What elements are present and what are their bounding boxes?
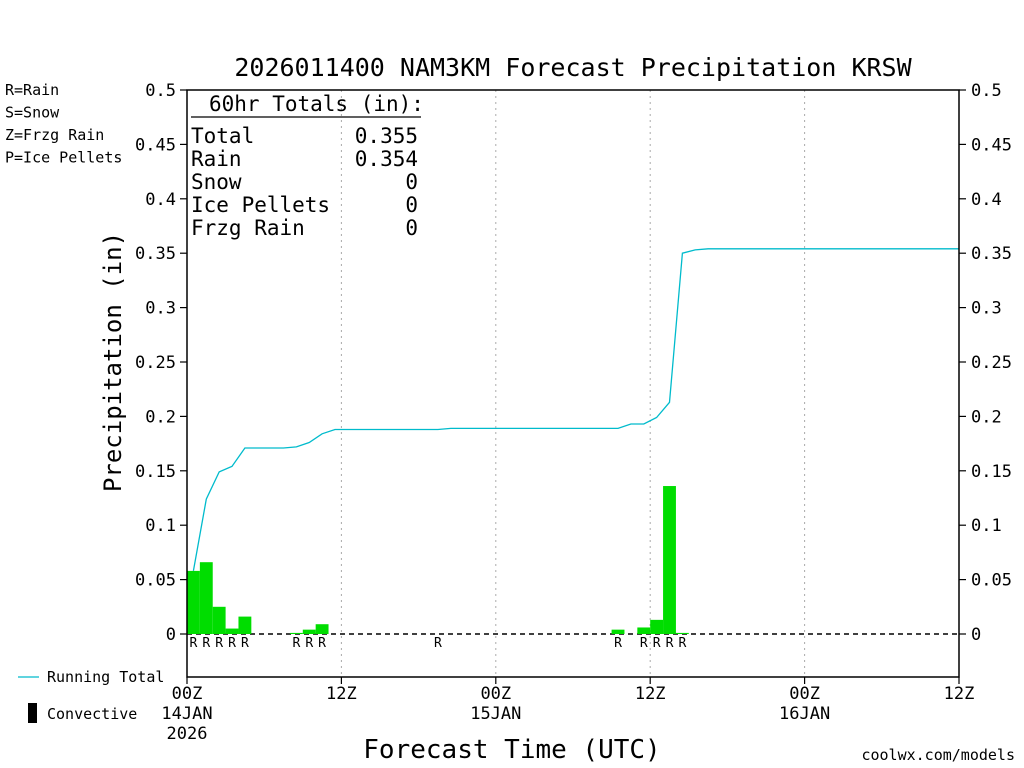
totals-value-2: 0 — [405, 170, 418, 194]
y-tick-label-right-7: 0.35 — [971, 244, 1012, 264]
totals-value-1: 0.354 — [355, 147, 418, 171]
y-axis-ticks: 0 00.05 0.050.1 0.10.15 0.150.2 0.20.25 0.250.… — [135, 81, 1012, 645]
rain-bar-hour-34 — [611, 629, 625, 634]
precip-type-label-hour-34: R — [614, 636, 622, 651]
x-tick-day-0: 14JAN — [161, 704, 212, 724]
precip-type-label-hour-9: R — [292, 636, 300, 651]
y-tick-label-right-1: 0.05 — [971, 571, 1012, 591]
precip-type-label-hour-39: R — [678, 636, 686, 651]
totals-header: 60hr Totals (in): — [209, 92, 424, 116]
x-tick-label-5: 12Z — [944, 684, 975, 704]
rain-bar-hour-4 — [225, 628, 239, 634]
rain-bar-hour-37 — [650, 619, 664, 634]
totals-value-3: 0 — [405, 193, 418, 217]
x-tick-label-0: 00Z — [172, 684, 203, 704]
plot-frame — [186, 89, 960, 678]
y-tick-label-left-10: 0.5 — [145, 81, 176, 101]
rain-bar-hour-2 — [199, 562, 213, 634]
y-tick-label-left-6: 0.3 — [145, 299, 176, 319]
rain-bar-hour-10 — [302, 629, 316, 634]
precip-type-label-hour-2: R — [202, 636, 210, 651]
x-tick-label-3: 12Z — [635, 684, 666, 704]
rain-bar-hour-36 — [637, 627, 651, 634]
y-tick-label-right-4: 0.2 — [971, 407, 1002, 427]
x-tick-year-0: 2026 — [167, 724, 208, 744]
x-tick-label-4: 00Z — [789, 684, 820, 704]
y-tick-label-right-2: 0.1 — [971, 516, 1002, 536]
vertical-grid — [340, 90, 806, 677]
rain-bar-hour-39 — [675, 632, 689, 634]
precip-type-label-hour-4: R — [228, 636, 236, 651]
totals-value-4: 0 — [405, 216, 418, 240]
y-tick-label-right-3: 0.15 — [971, 462, 1012, 482]
y-tick-label-left-7: 0.35 — [135, 244, 176, 264]
rain-bar-hour-38 — [663, 486, 676, 634]
totals-label-2: Snow — [191, 170, 242, 194]
rain-bar-hour-11 — [315, 624, 329, 634]
precip-type-label-hour-38: R — [666, 636, 674, 651]
y-tick-label-left-2: 0.1 — [145, 516, 176, 536]
precip-type-label-hour-11: R — [318, 636, 326, 651]
convective-legend-swatch — [28, 703, 37, 723]
rain-bar-hour-5 — [238, 616, 252, 634]
x-axis-label: Forecast Time (UTC) — [363, 735, 660, 765]
totals-label-4: Frzg Rain — [191, 216, 305, 240]
x-tick-day-4: 16JAN — [779, 704, 830, 724]
y-tick-label-left-4: 0.2 — [145, 407, 176, 427]
precip-type-label-hour-10: R — [305, 636, 313, 651]
totals-label-3: Ice Pellets — [191, 193, 330, 217]
credit-text: coolwx.com/models — [861, 746, 1015, 764]
precip-type-label-hour-37: R — [653, 636, 661, 651]
y-tick-label-left-5: 0.25 — [135, 353, 176, 373]
y-tick-label-right-10: 0.5 — [971, 81, 1002, 101]
totals-label-0: Total — [191, 124, 254, 148]
precip-type-label-hour-36: R — [640, 636, 648, 651]
type-legend-2: Z=Frzg Rain — [5, 126, 104, 144]
y-tick-label-right-5: 0.25 — [971, 353, 1012, 373]
series-legend: Running Total Convective — [18, 668, 164, 723]
y-tick-label-left-8: 0.4 — [145, 190, 176, 210]
x-tick-label-2: 00Z — [480, 684, 511, 704]
y-tick-label-left-1: 0.05 — [135, 571, 176, 591]
y-tick-label-left-9: 0.45 — [135, 135, 176, 155]
x-tick-label-1: 12Z — [326, 684, 357, 704]
rain-bars — [187, 486, 689, 634]
y-tick-label-right-8: 0.4 — [971, 190, 1002, 210]
precip-type-legend: R=Rain S=Snow Z=Frzg Rain P=Ice Pellets — [5, 81, 122, 167]
precip-type-label-hour-20: R — [434, 636, 442, 651]
totals-box: 60hr Totals (in): Total 0.355 Rain 0.354 Sno… — [191, 92, 424, 240]
y-tick-label-right-6: 0.3 — [971, 299, 1002, 319]
x-tick-day-2: 15JAN — [470, 704, 521, 724]
running-total-legend-text: Running Total — [47, 668, 164, 686]
y-tick-label-right-9: 0.45 — [971, 135, 1012, 155]
type-legend-3: P=Ice Pellets — [5, 149, 122, 167]
running-total-line — [192, 248, 959, 572]
type-legend-1: S=Snow — [5, 104, 60, 122]
chart-title: 2026011400 NAM3KM Forecast Precipitation… — [234, 53, 912, 82]
totals-value-0: 0.355 — [355, 124, 418, 148]
y-tick-label-right-0: 0 — [971, 625, 981, 645]
rain-bar-hour-3 — [212, 606, 226, 634]
convective-legend-text: Convective — [47, 705, 137, 723]
rain-bar-hour-9 — [289, 632, 303, 634]
totals-label-1: Rain — [191, 147, 242, 171]
y-axis-label: Precipitation (in) — [99, 232, 127, 492]
type-legend-0: R=Rain — [5, 81, 59, 99]
precip-type-label-hour-3: R — [215, 636, 223, 651]
rain-bar-hour-1 — [187, 570, 200, 634]
y-tick-label-left-0: 0 — [166, 625, 176, 645]
precip-type-label-hour-1: R — [190, 636, 198, 651]
y-tick-label-left-3: 0.15 — [135, 462, 176, 482]
precip-type-label-hour-5: R — [241, 636, 249, 651]
